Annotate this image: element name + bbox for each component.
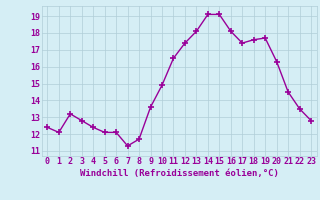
- X-axis label: Windchill (Refroidissement éolien,°C): Windchill (Refroidissement éolien,°C): [80, 169, 279, 178]
